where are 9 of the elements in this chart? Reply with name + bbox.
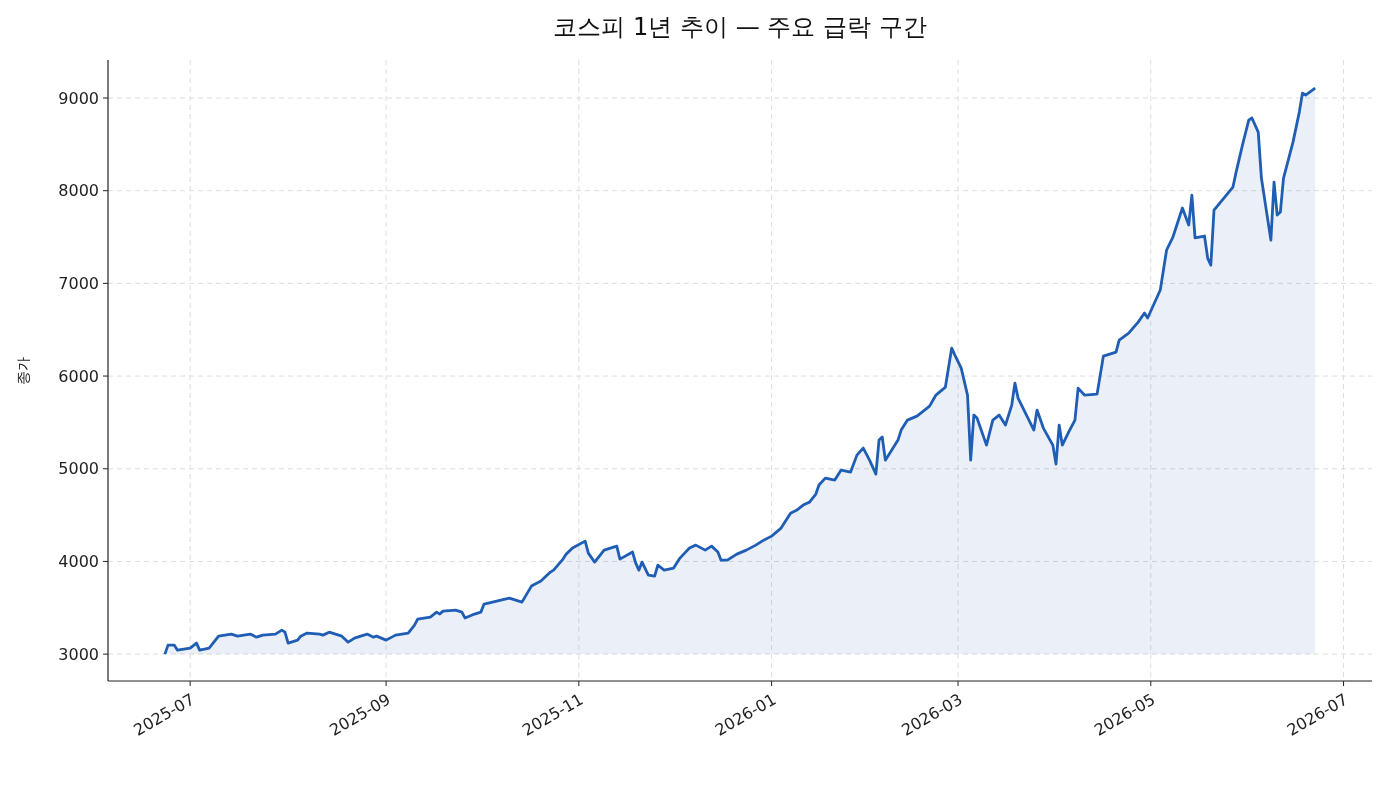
chart-title: 코스피 1년 추이 — 주요 급락 구간 [553,13,927,41]
y-axis-title: 종가 [15,356,31,385]
y-tick-label: 7000 [58,273,99,293]
y-tick-label: 9000 [58,88,99,108]
y-tick-label: 8000 [58,181,99,201]
y-tick-label: 4000 [58,552,99,572]
y-tick-label: 6000 [58,366,99,386]
y-tick-label: 5000 [58,459,99,479]
y-tick-label: 3000 [58,644,99,664]
